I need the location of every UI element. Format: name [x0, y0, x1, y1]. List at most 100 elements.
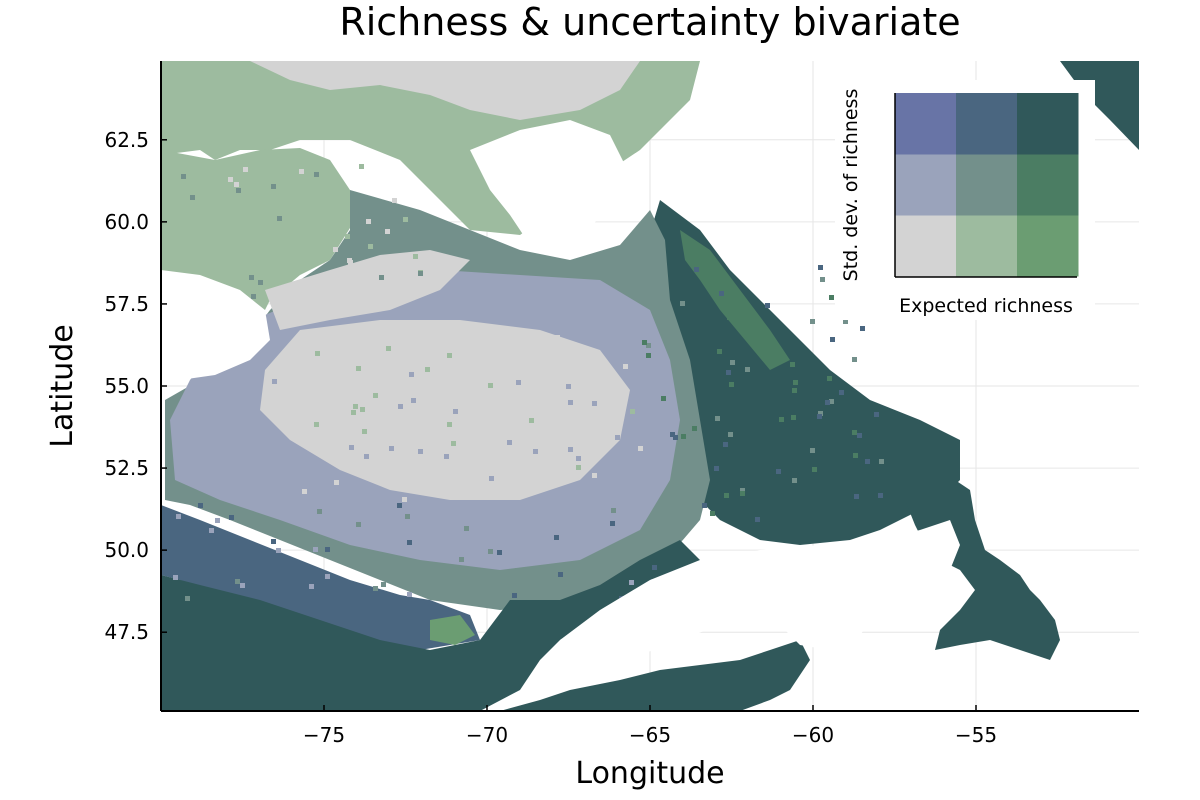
map-pixel [373, 393, 378, 398]
map-pixel [271, 184, 276, 189]
map-pixel [702, 503, 707, 508]
map-pixel [373, 586, 378, 591]
map-pixel [710, 511, 715, 516]
map-pixel [488, 346, 493, 351]
map-pixel [366, 219, 371, 224]
map-pixel [549, 502, 554, 507]
map-pixel [243, 167, 248, 172]
map-pixel [215, 518, 220, 523]
region-ungava-light [250, 61, 640, 120]
x-tick-label: −55 [955, 723, 997, 747]
y-tick-label: 52.5 [104, 456, 149, 480]
map-pixel [405, 514, 410, 519]
region-southern-rich [161, 540, 700, 711]
map-pixel [765, 303, 770, 308]
map-pixel [388, 394, 393, 399]
pixel-texture [173, 164, 884, 601]
map-pixel [681, 434, 686, 439]
map-pixel [186, 556, 191, 561]
map-pixel [619, 403, 624, 408]
map-pixel [379, 508, 384, 513]
region-interior-light [260, 320, 630, 500]
map-pixel [673, 435, 678, 440]
map-pixel [453, 409, 458, 414]
map-pixel [583, 449, 588, 454]
map-pixel [403, 217, 408, 222]
map-pixel [276, 548, 281, 553]
map-pixel [488, 549, 493, 554]
map-pixel [181, 174, 186, 179]
map-pixel [642, 340, 647, 345]
map-pixel [302, 489, 307, 494]
chart-title: Richness & uncertainty bivariate [339, 0, 960, 44]
map-pixel [398, 404, 403, 409]
map-pixel [317, 509, 322, 514]
map-pixel [523, 376, 528, 381]
legend-cell [895, 154, 957, 216]
map-pixel [790, 362, 795, 367]
map-pixel [451, 441, 456, 446]
map-pixel [529, 418, 534, 423]
map-pixel [528, 437, 533, 442]
map-pixel [240, 583, 245, 588]
map-pixel [865, 459, 870, 464]
map-pixel [385, 476, 390, 481]
map-pixel [348, 260, 353, 265]
map-pixel [522, 352, 527, 357]
map-pixel [615, 435, 620, 440]
y-tick-label: 60.0 [104, 210, 149, 234]
bivariate-legend: Expected richness Std. dev. of richness [835, 80, 1095, 320]
map-pixel [516, 380, 521, 385]
map-pixel [407, 592, 412, 597]
map-pixel [447, 422, 452, 427]
map-pixel [589, 427, 594, 432]
legend-y-label: Std. dev. of richness [840, 89, 862, 282]
x-ticks: −75 −70 −65 −60 −55 [303, 705, 997, 747]
x-tick-label: −75 [303, 723, 345, 747]
map-pixel [610, 521, 615, 526]
map-pixel [555, 335, 560, 340]
map-pixel [854, 494, 859, 499]
map-pixel [325, 547, 330, 552]
x-tick-label: −60 [792, 723, 834, 747]
map-pixel [379, 275, 384, 280]
map-pixel [497, 550, 502, 555]
map-pixel [592, 473, 597, 478]
map-pixel [323, 538, 328, 543]
map-pixel [792, 388, 797, 393]
map-pixel [623, 544, 628, 549]
map-pixel [719, 291, 724, 296]
map-pixel [386, 346, 391, 351]
map-pixel [692, 484, 697, 489]
legend-cell [956, 93, 1018, 155]
map-pixel [208, 273, 213, 278]
map-pixel [368, 544, 373, 549]
map-pixel [592, 401, 597, 406]
map-pixel [564, 363, 569, 368]
map-pixel [231, 560, 236, 565]
map-pixel [576, 456, 581, 461]
map-pixel [573, 382, 578, 387]
map-pixel [258, 280, 263, 285]
map-pixel [381, 582, 386, 587]
map-pixel [724, 493, 729, 498]
map-pixel [408, 234, 413, 239]
map-pixel [414, 346, 419, 351]
map-pixel [512, 382, 517, 387]
map-pixel [740, 491, 745, 496]
map-pixel [360, 407, 365, 412]
map-pixel [680, 301, 685, 306]
map-pixel [539, 419, 544, 424]
map-pixel [351, 410, 356, 415]
map-pixel [251, 294, 256, 299]
legend-cell [956, 154, 1018, 216]
map-pixel [389, 446, 394, 451]
map-pixel [611, 508, 616, 513]
x-tick-label: −70 [466, 723, 508, 747]
map-pixel [852, 357, 857, 362]
legend-grid [895, 93, 1079, 277]
map-pixel [726, 370, 731, 375]
map-pixel [176, 514, 181, 519]
map-pixel [670, 432, 675, 437]
